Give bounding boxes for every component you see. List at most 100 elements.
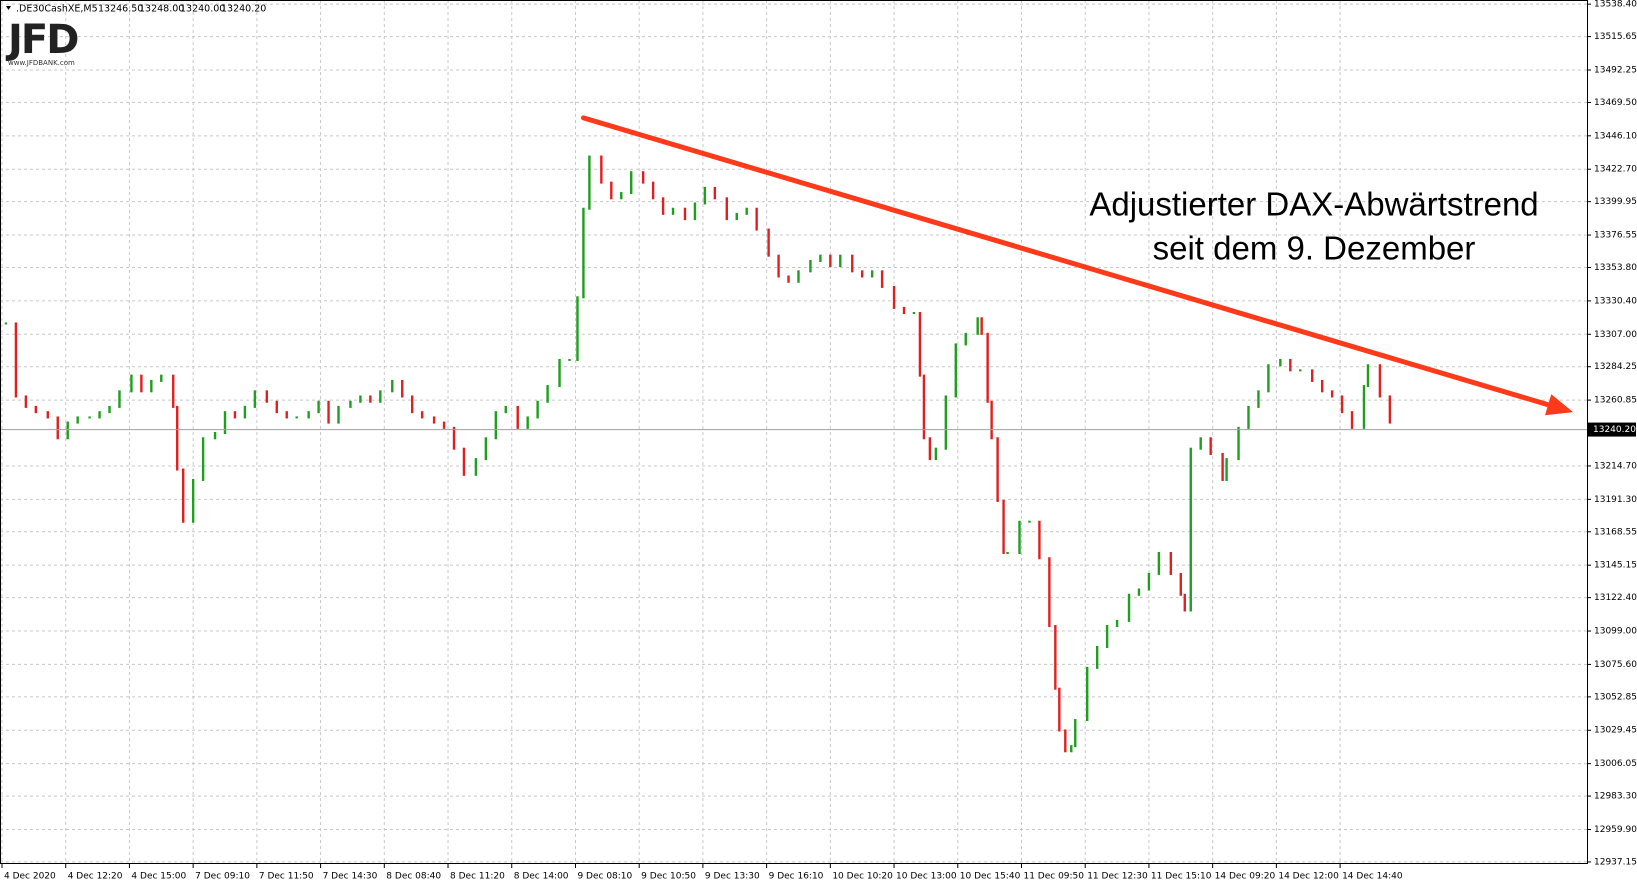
price-bar	[582, 207, 585, 299]
price-bar	[980, 317, 983, 335]
price-bar	[98, 411, 101, 419]
price-bar	[1048, 557, 1051, 628]
price-bar	[641, 171, 645, 184]
price-bar	[1378, 364, 1382, 398]
price-bar	[14, 322, 18, 398]
price-bar	[777, 254, 780, 278]
price-bar	[1147, 572, 1151, 591]
price-bar	[880, 270, 884, 288]
price-bar	[713, 186, 717, 200]
x-tick-label: 8 Dec 08:40	[386, 872, 441, 882]
price-bar	[1038, 520, 1041, 560]
y-tick-label: 13168.55	[1594, 527, 1637, 537]
price-bar	[1350, 411, 1354, 429]
logo: JFD	[5, 17, 78, 63]
y-tick-label: 13469.50	[1594, 98, 1637, 108]
price-bar	[46, 411, 49, 419]
price-bar	[1366, 364, 1370, 388]
price-bar	[1311, 369, 1314, 382]
price-bar	[108, 405, 111, 414]
price-bar	[1006, 551, 1009, 554]
price-bar	[767, 228, 770, 257]
price-bar	[1189, 447, 1192, 612]
trend-line	[580, 115, 1551, 408]
y-tick-label: 13122.40	[1594, 593, 1637, 603]
price-bar	[797, 270, 800, 283]
price-bar	[420, 411, 424, 419]
y-tick-label: 13538.40	[1594, 0, 1637, 10]
price-bar	[504, 405, 507, 414]
x-tick-label: 11 Dec 12:30	[1087, 872, 1148, 882]
y-tick-label: 13029.45	[1594, 726, 1637, 736]
x-tick-label: 10 Dec 13:00	[896, 872, 957, 882]
price-bar	[1267, 364, 1270, 393]
price-bar	[1157, 551, 1161, 575]
price-bar	[558, 358, 561, 388]
price-bar	[233, 411, 237, 419]
x-tick-label: 4 Dec 2020	[4, 872, 56, 882]
y-tick-label: 13422.70	[1594, 165, 1637, 175]
price-bar	[1221, 452, 1224, 481]
marks	[0, 115, 1587, 753]
price-bar	[1054, 625, 1057, 690]
price-bar	[1086, 666, 1089, 722]
price-bar	[1028, 520, 1031, 523]
price-bar	[928, 437, 932, 461]
price-bar	[526, 416, 529, 429]
symbol: .DE30CashXE,M5	[16, 4, 98, 15]
price-bar	[1362, 385, 1366, 429]
price-bar	[213, 431, 217, 440]
price-bar	[922, 374, 926, 440]
price-bar	[745, 207, 748, 215]
y-tick-label: 12983.30	[1594, 792, 1637, 802]
price-bar	[1105, 625, 1109, 649]
y-tick-label: 13353.80	[1594, 263, 1637, 273]
y-tick-label: 13052.85	[1594, 692, 1637, 702]
y-tick-label: 13260.85	[1594, 396, 1637, 406]
y-tick-label: 13376.55	[1594, 231, 1637, 241]
price-bar	[150, 379, 153, 393]
price-bar	[191, 478, 195, 523]
price-bar	[494, 411, 498, 440]
menu-arrow	[6, 6, 11, 10]
x-tick-label: 9 Dec 10:50	[641, 872, 696, 882]
trend-arrow	[1545, 394, 1574, 416]
price-bar	[176, 405, 179, 471]
quote: 13240.20	[221, 4, 266, 15]
x-tick-label: 14 Dec 12:00	[1278, 872, 1339, 882]
price-bar	[912, 312, 916, 315]
quote: 13240.00	[180, 4, 225, 15]
price-bar	[1289, 358, 1292, 372]
price-bar	[1074, 719, 1077, 748]
price-bar	[1127, 593, 1131, 622]
x-tick-label: 11 Dec 15:10	[1151, 872, 1212, 882]
price-bar	[1064, 729, 1067, 753]
price-bar	[1137, 588, 1141, 596]
price-bar	[964, 332, 967, 346]
price-bar	[160, 374, 163, 382]
price-bar	[1320, 379, 1324, 393]
price-bar	[620, 192, 623, 200]
price-bar	[285, 411, 288, 419]
price-bar	[24, 395, 28, 408]
annotation: Adjustierter DAX-Abwärtstrend	[1089, 186, 1538, 223]
price-bar	[253, 390, 257, 408]
price-bar	[839, 254, 842, 268]
y-tick-label: 13099.00	[1594, 627, 1637, 637]
price-bar	[130, 374, 133, 393]
y-tick-label: 13330.40	[1594, 296, 1637, 306]
price-bar	[275, 400, 278, 414]
price-bar	[1225, 458, 1228, 481]
y-tick-label: 13145.15	[1594, 561, 1637, 571]
x-tick-label: 7 Dec 09:10	[195, 872, 250, 882]
price-bar	[787, 275, 790, 283]
price-bar	[870, 270, 874, 278]
price-bar	[181, 468, 185, 523]
y-tick-label: 13006.05	[1594, 759, 1637, 769]
price-bar	[546, 385, 549, 403]
price-bar	[1388, 395, 1392, 424]
price-bar	[693, 202, 697, 221]
price-bar	[892, 285, 896, 309]
price-bar	[349, 400, 352, 408]
x-tick-label: 14 Dec 14:40	[1342, 872, 1403, 882]
